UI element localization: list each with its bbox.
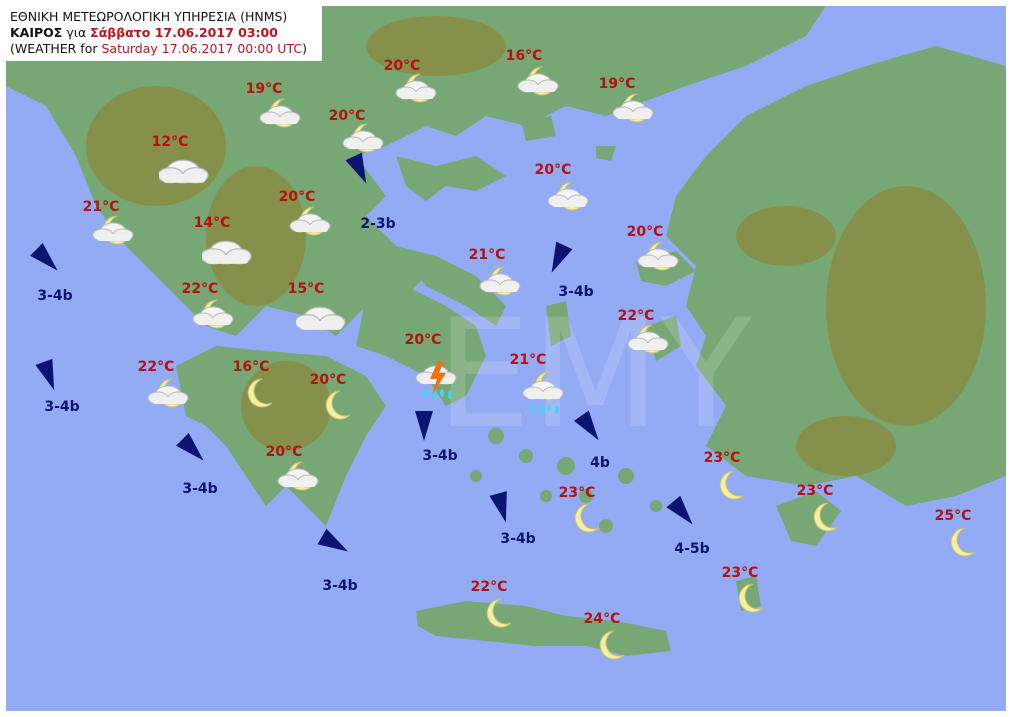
wind-arrow-icon	[30, 243, 62, 281]
moon-icon	[483, 591, 535, 645]
utc-suffix: )	[302, 41, 307, 56]
moon-cloud-icon	[189, 294, 241, 348]
title-mid: για	[62, 25, 91, 40]
map-background: EMY	[6, 6, 1006, 711]
temperature-label: 25°C	[934, 508, 972, 524]
temperature-label: 21°C	[82, 199, 120, 215]
temperature-label: 19°C	[245, 81, 283, 97]
wind-arrow-icon	[543, 241, 573, 280]
temperature-label: 12°C	[151, 134, 189, 150]
wind-arrow-icon	[317, 527, 350, 565]
temperature-label: 23°C	[721, 565, 759, 581]
forecast-title: ΚΑΙΡΟΣ για Σάββατο 17.06.2017 03:00	[10, 25, 316, 41]
temperature-label: 20°C	[626, 224, 664, 240]
temperature-label: 22°C	[137, 359, 175, 375]
moon-cloud-icon	[476, 261, 528, 315]
temperature-label: 21°C	[509, 352, 547, 368]
title-bold: ΚΑΙΡΟΣ	[10, 25, 63, 40]
cloud-icon	[294, 295, 348, 349]
utc-date: Saturday 17.06.2017 00:00 UTC	[101, 41, 303, 56]
moon-icon	[947, 520, 999, 574]
wind-arrow-icon	[34, 358, 64, 397]
temperature-label: 20°C	[328, 108, 366, 124]
moon-icon	[322, 383, 374, 437]
moon-cloud-icon	[256, 93, 308, 147]
temperature-label: 24°C	[583, 611, 621, 627]
temperature-label: 22°C	[617, 308, 655, 324]
moon-cloud-icon	[89, 210, 141, 264]
temperature-label: 14°C	[193, 215, 231, 231]
wind-force-label: 3-4b	[500, 531, 536, 547]
moon-cloud-icon	[144, 373, 196, 427]
wind-force-label: 4b	[590, 455, 610, 471]
wind-force-label: 4-5b	[674, 541, 710, 557]
temperature-label: 19°C	[598, 76, 636, 92]
wind-arrow-icon	[574, 410, 605, 449]
temperature-label: 20°C	[383, 58, 421, 74]
temperature-label: 23°C	[796, 483, 834, 499]
wind-arrow-icon	[487, 491, 517, 529]
agency-name: ΕΘΝΙΚΗ ΜΕΤΕΩΡΟΛΟΓΙΚΗ ΥΠΗΡΕΣΙΑ (HNMS)	[10, 9, 288, 24]
temperature-label: 22°C	[181, 281, 219, 297]
moon-icon	[244, 371, 296, 425]
wind-arrow-icon	[176, 433, 208, 471]
moon-icon	[571, 496, 623, 550]
wind-force-label: 2-3b	[360, 216, 396, 232]
moon-cloud-icon	[609, 88, 661, 142]
moon-icon	[810, 495, 862, 549]
mountains	[86, 16, 986, 476]
temperature-label: 23°C	[703, 450, 741, 466]
cloud-icon	[200, 229, 254, 283]
temperature-label: 22°C	[470, 579, 508, 595]
temperature-label: 16°C	[232, 359, 270, 375]
wind-force-label: 3-4b	[44, 399, 80, 415]
map-header: ΕΘΝΙΚΗ ΜΕΤΕΩΡΟΛΟΓΙΚΗ ΥΠΗΡΕΣΙΑ (HNMS) ΚΑΙ…	[6, 6, 322, 61]
temperature-label: 20°C	[278, 189, 316, 205]
cloud-icon	[157, 148, 211, 202]
utc-line: (WEATHER for Saturday 17.06.2017 00:00 U…	[10, 41, 316, 57]
temperature-label: 20°C	[534, 162, 572, 178]
moon-icon	[735, 576, 787, 630]
moon-cloud-icon	[544, 176, 596, 230]
temperature-label: 16°C	[505, 48, 543, 64]
wind-force-label: 3-4b	[422, 448, 458, 464]
wind-arrow-icon	[345, 152, 375, 191]
wind-arrow-icon	[409, 409, 439, 447]
temperature-label: 21°C	[468, 247, 506, 263]
wind-arrow-icon	[666, 495, 698, 534]
moon-cloud-icon	[274, 456, 326, 510]
moon-cloud-icon	[514, 61, 566, 115]
temperature-label: 15°C	[287, 281, 325, 297]
moon-icon	[596, 623, 648, 677]
wind-force-label: 3-4b	[37, 288, 73, 304]
temperature-label: 20°C	[404, 332, 442, 348]
moon-cloud-icon	[634, 236, 686, 290]
temperature-label: 20°C	[265, 444, 303, 460]
moon-icon	[716, 463, 768, 517]
utc-prefix: (WEATHER for	[10, 41, 102, 56]
wind-force-label: 3-4b	[182, 481, 218, 497]
rain-cloud-icon	[519, 368, 571, 422]
moon-cloud-icon	[339, 118, 391, 172]
wind-force-label: 3-4b	[322, 578, 358, 594]
temperature-label: 20°C	[309, 372, 347, 388]
temperature-label: 23°C	[558, 485, 596, 501]
moon-cloud-icon	[392, 68, 444, 122]
moon-cloud-icon	[286, 201, 338, 255]
moon-cloud-icon	[624, 319, 676, 373]
thunderstorm-icon	[412, 353, 464, 407]
local-date: Σάββατο 17.06.2017 03:00	[90, 25, 278, 40]
wind-force-label: 3-4b	[558, 284, 594, 300]
